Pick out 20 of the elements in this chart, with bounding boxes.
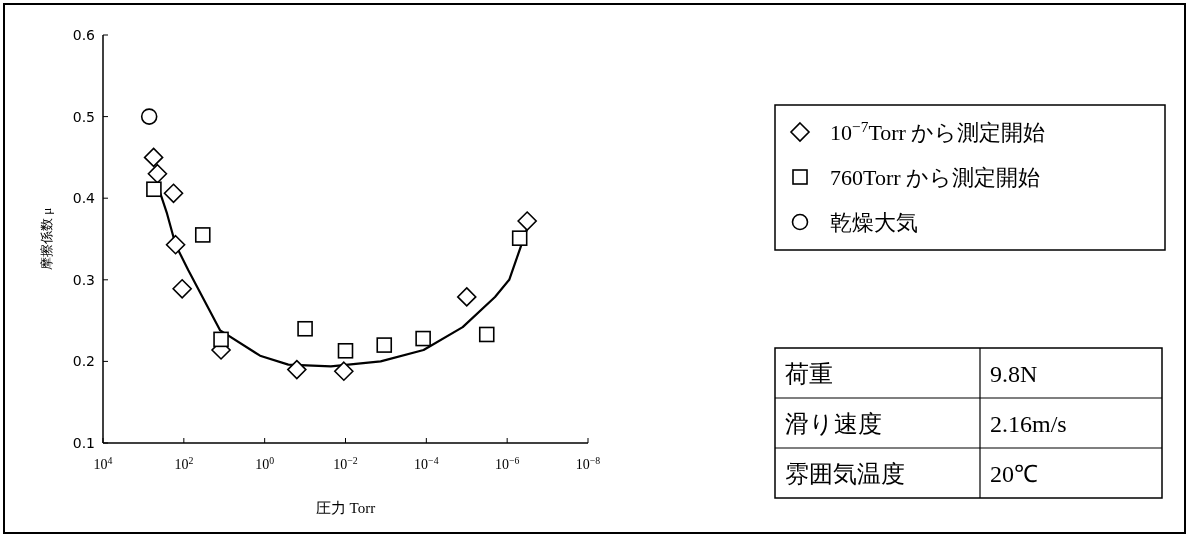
- x-tick-label: 10$^{0}$: [255, 454, 275, 472]
- y-tick-label: 0.2: [72, 353, 95, 370]
- legend-label: 乾燥大気: [830, 210, 918, 235]
- y-tick-label: 0.5: [72, 108, 95, 125]
- legend-label: 10$^{−7}$Torr から測定開始: [830, 117, 1046, 145]
- legend-label: 760Torr から測定開始: [830, 165, 1041, 190]
- x-tick-label: 10$^{−2}$: [333, 454, 358, 472]
- y-tick-label: 0.6: [72, 27, 96, 43]
- conditions-table: 荷重 9.8N 滑り速度 2.16m/s 雰囲気温度 20℃: [774, 347, 1163, 499]
- y-tick-label: 0.4: [72, 190, 96, 207]
- y-axis-title: 摩擦係数 μ: [39, 207, 54, 271]
- x-tick-label: 10$^{−6}$: [494, 454, 520, 472]
- plot: 0.1 0.2 0.3 0.4 0.5 0.6 10$^{4}$ 10$^{2}$ 10$^{0}$ 10$^{−2}$ 10$^{−4}$ 10$^{−6}$ 10$^{−8}$ 圧力 Torr 摩擦係数 μ: [39, 27, 601, 516]
- y-tick-label: 0.1: [72, 435, 95, 451]
- x-tick-label: 10$^{2}$: [174, 454, 194, 472]
- x-tick-label: 10$^{−4}$: [414, 454, 439, 472]
- y-tick-label: 0.3: [72, 271, 95, 288]
- x-axis-title: 圧力 Torr: [315, 500, 376, 516]
- x-tick-label: 10$^{4}$: [93, 454, 113, 472]
- x-tick-label: 10$^{−8}$: [575, 454, 601, 472]
